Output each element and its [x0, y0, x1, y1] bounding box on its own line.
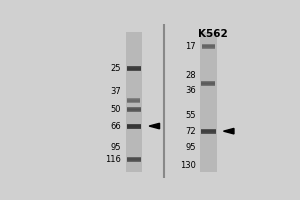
Bar: [202, 81, 215, 86]
Bar: [127, 124, 141, 129]
Text: 95: 95: [111, 143, 121, 152]
Text: 95: 95: [185, 143, 196, 152]
Bar: [127, 125, 141, 128]
Text: 116: 116: [105, 155, 121, 164]
Bar: [202, 45, 215, 48]
Text: 17: 17: [185, 42, 196, 51]
Bar: [126, 32, 142, 172]
Text: 130: 130: [180, 161, 196, 170]
Polygon shape: [149, 123, 160, 129]
Bar: [202, 83, 215, 84]
Text: 55: 55: [185, 111, 196, 120]
Text: 37: 37: [110, 87, 121, 96]
Bar: [202, 44, 215, 49]
Polygon shape: [224, 128, 234, 134]
Bar: [127, 66, 141, 71]
Text: 50: 50: [111, 105, 121, 114]
Bar: [202, 82, 215, 85]
Bar: [127, 158, 141, 160]
Bar: [127, 158, 141, 161]
Text: 66: 66: [110, 122, 121, 131]
Bar: [201, 130, 216, 132]
Bar: [128, 99, 140, 102]
Bar: [127, 157, 141, 162]
Bar: [127, 107, 141, 112]
Bar: [127, 109, 141, 110]
Bar: [201, 130, 216, 133]
Text: 72: 72: [185, 127, 196, 136]
Text: K562: K562: [198, 29, 228, 39]
Bar: [127, 108, 141, 111]
Bar: [200, 32, 217, 172]
Bar: [127, 125, 141, 127]
Bar: [202, 45, 215, 47]
Bar: [128, 98, 140, 103]
Bar: [127, 67, 141, 70]
Bar: [201, 129, 216, 134]
Text: 36: 36: [185, 86, 196, 95]
Text: 28: 28: [185, 71, 196, 80]
Bar: [128, 100, 140, 102]
Bar: [127, 68, 141, 70]
Text: 25: 25: [111, 64, 121, 73]
